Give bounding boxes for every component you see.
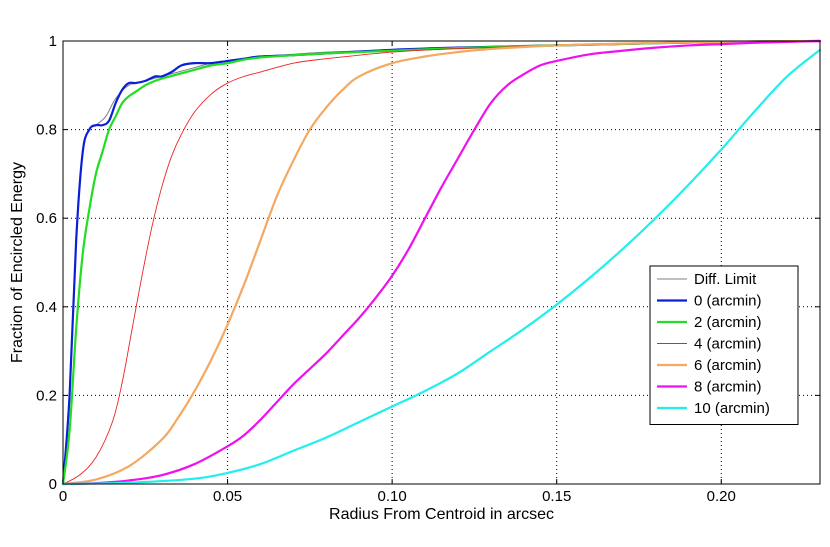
legend-label: Diff. Limit xyxy=(694,271,757,288)
legend-label: 0 (arcmin) xyxy=(694,293,762,310)
x-tick-label: 0 xyxy=(59,488,67,505)
legend-label: 10 (arcmin) xyxy=(694,400,770,417)
x-tick-label: 0.20 xyxy=(707,488,736,505)
x-tick-label: 0.15 xyxy=(542,488,571,505)
y-tick-label: 0.2 xyxy=(36,387,57,404)
series-line-8-arcmin xyxy=(61,39,822,486)
y-tick-label: 0.6 xyxy=(36,210,57,227)
legend: Diff. Limit 0 (arcmin) 2 (arcmin) 4 (arcmin… xyxy=(649,265,799,425)
legend-label: 6 (arcmin) xyxy=(694,357,762,374)
y-tick-label: 0.4 xyxy=(36,299,57,316)
y-axis-label: Fraction of Encircled Energy xyxy=(9,162,26,363)
x-axis-label: Radius From Centroid in arcsec xyxy=(329,506,554,523)
y-tick-label: 0.8 xyxy=(36,122,57,139)
series-line-2-arcmin xyxy=(61,39,822,486)
legend-label: 4 (arcmin) xyxy=(694,336,762,353)
series-line-10-arcmin xyxy=(61,48,822,486)
y-tick-label: 0 xyxy=(49,476,57,493)
x-tick-label: 0.10 xyxy=(378,488,407,505)
y-tick-label: 1 xyxy=(49,33,57,50)
axis-ticks: 0 0.05 0.10 0.15 0.20 0 0.2 0.4 0.6 0.8 1 xyxy=(36,33,820,505)
legend-box xyxy=(649,265,799,425)
series-line-6-arcmin xyxy=(61,39,822,486)
legend-label: 8 (arcmin) xyxy=(694,379,762,396)
plot-frame xyxy=(62,40,821,485)
series-lines xyxy=(61,39,822,486)
x-tick-label: 0.05 xyxy=(213,488,242,505)
legend-label: 2 (arcmin) xyxy=(694,314,762,331)
